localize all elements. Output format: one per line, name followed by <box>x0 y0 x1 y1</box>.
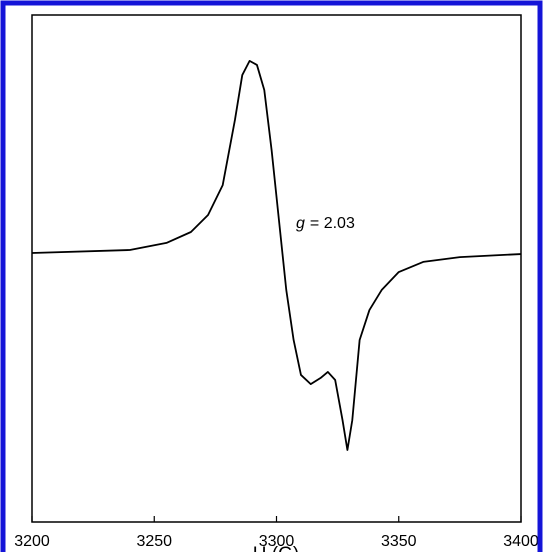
x-tick-label: 3400 <box>503 533 539 550</box>
annotation-text: = 2.03 <box>310 215 355 232</box>
annotation-symbol: g <box>296 215 305 232</box>
annotation: g = 2.03 <box>296 215 355 232</box>
x-tick-label: 3250 <box>136 533 172 550</box>
x-tick-label: 3200 <box>14 533 50 550</box>
x-axis-label: H (G) <box>253 544 299 552</box>
x-tick-label: 3350 <box>381 533 417 550</box>
x-tick-label: 3300 <box>259 533 295 550</box>
spectrum-line <box>31 59 522 451</box>
plot-frame <box>31 14 522 523</box>
